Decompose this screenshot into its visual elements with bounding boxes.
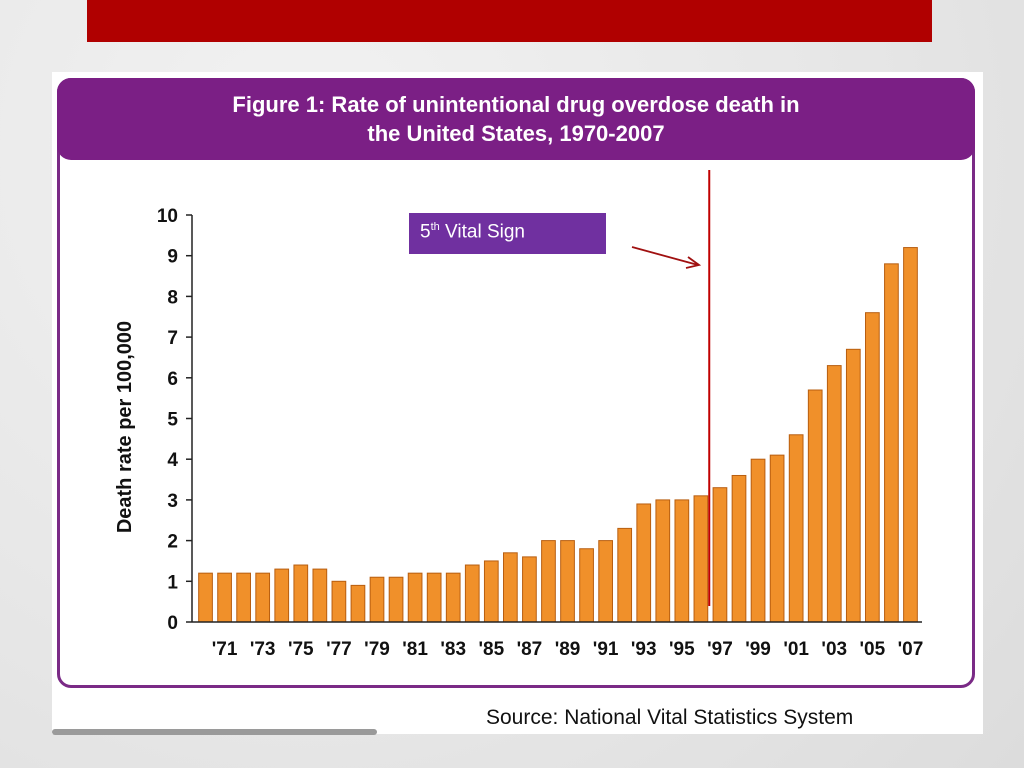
bar-1986 [503,552,518,623]
bar-1990 [579,548,594,623]
callout-suffix: th [430,221,440,233]
callout-arrow-head [685,256,702,269]
x-tick-label: '83 [440,639,466,660]
bar-1996 [693,495,709,623]
bar-1982 [426,572,442,623]
bar-2002 [807,389,823,623]
figure-title: Figure 1: Rate of unintentional drug ove… [136,90,896,148]
callout-vital-sign: 5th Vital Sign [409,213,606,254]
figure-title-line-2: the United States, 1970-2007 [367,121,665,146]
y-tick-label: 5 [167,410,178,431]
x-tick-label: '05 [860,639,886,660]
bar-1975 [293,564,309,623]
bar-1989 [560,540,575,623]
bar-2001 [788,434,804,623]
y-tick-label: 2 [167,532,178,553]
bar-1988 [541,540,556,623]
x-tick-label: '79 [364,639,390,660]
bar-2006 [884,263,899,623]
x-tick-label: '03 [821,639,847,660]
y-tick-label: 6 [167,369,178,390]
x-tick-label: '73 [250,639,276,660]
y-axis: 0 1 2 3 4 5 6 7 8 9 10 Death rate per 100,000 [114,206,193,634]
x-tick-label: '81 [402,639,428,660]
source-caption: Source: National Vital Statistics System [486,706,854,729]
x-tick-label: '77 [326,639,352,660]
bar-2007 [903,247,918,623]
callout-number: 5 [420,221,431,243]
x-tick-label: '71 [212,639,238,660]
x-tick-label: '97 [707,639,733,660]
bar-1983 [445,572,461,623]
y-tick-label: 1 [167,572,178,593]
x-tick-label: '89 [555,639,581,660]
y-tick-label: 3 [167,491,178,512]
bar-1995 [674,499,690,623]
x-tick-label: '07 [898,639,924,660]
bar-1994 [655,499,671,623]
bar-1984 [464,564,480,623]
bar-1974 [274,568,290,623]
bar-2005 [865,312,880,623]
bar-1985 [483,560,499,623]
bar-1973 [255,572,271,623]
bar-2000 [769,454,785,623]
x-tick-label: '91 [593,639,619,660]
x-axis: '71 '73 '75 '77 '79 '81 '83 '85 '87 '89 '91 '93 '95 '… [192,621,924,660]
bars [198,247,918,623]
slide-footer-strip [52,729,377,735]
bar-2004 [845,348,861,623]
y-tick-label: 7 [167,328,178,349]
callout-arrow-shaft [631,246,699,266]
bar-1997 [712,487,728,623]
bar-1977 [331,580,347,623]
bar-2003 [826,365,842,623]
bar-1991 [598,540,613,623]
x-tick-label: '01 [783,639,809,660]
y-tick-label: 0 [167,613,178,634]
y-tick-label: 10 [157,206,178,227]
bar-1998 [731,474,747,623]
bar-1981 [407,572,423,623]
bar-1979 [369,576,385,623]
bar-1987 [522,556,537,623]
bar-1999 [750,458,766,623]
bar-1993 [636,503,652,623]
y-tick-label: 8 [167,287,178,308]
y-tick-label: 9 [167,247,178,268]
annotation [631,170,711,606]
bar-1971 [217,572,232,623]
bar-1976 [312,568,328,623]
bar-1980 [388,576,404,623]
bar-1972 [236,572,251,623]
y-tick-label: 4 [167,450,178,471]
x-tick-label: '75 [288,639,314,660]
title-band [87,0,932,42]
x-tick-label: '87 [517,639,543,660]
bar-1992 [617,527,633,623]
bar-1978 [350,584,366,623]
bar-1970 [198,572,213,623]
x-tick-label: '99 [745,639,771,660]
figure-title-line-1: Figure 1: Rate of unintentional drug ove… [232,92,800,117]
y-axis-title: Death rate per 100,000 [114,321,136,533]
callout-text: Vital Sign [439,221,525,243]
x-tick-label: '95 [669,639,695,660]
figure-title-bar: Figure 1: Rate of unintentional drug ove… [57,78,975,160]
x-tick-label: '93 [631,639,657,660]
x-tick-label: '85 [478,639,504,660]
